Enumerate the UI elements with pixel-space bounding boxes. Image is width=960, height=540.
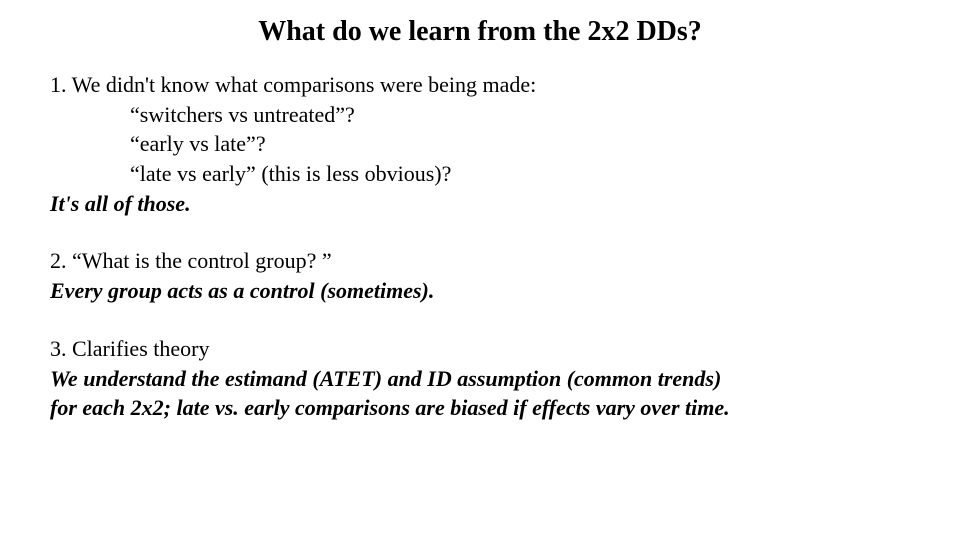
section-1-lead: 1. We didn't know what comparisons were … <box>50 70 910 100</box>
section-2-answer: Every group acts as a control (sometimes… <box>50 276 910 306</box>
section-3-answer-line-1: We understand the estimand (ATET) and ID… <box>50 364 910 394</box>
slide-title: What do we learn from the 2x2 DDs? <box>50 16 910 48</box>
section-2-lead: 2. “What is the control group? ” <box>50 246 910 276</box>
slide-body: 1. We didn't know what comparisons were … <box>50 70 910 423</box>
section-1-item-2: “early vs late”? <box>50 129 910 159</box>
gap-1 <box>50 218 910 246</box>
section-2: 2. “What is the control group? ” Every g… <box>50 246 910 305</box>
section-3-lead: 3. Clarifies theory <box>50 334 910 364</box>
section-3-answer-line-2: for each 2x2; late vs. early comparisons… <box>50 393 910 423</box>
section-1-answer: It's all of those. <box>50 189 910 219</box>
section-1: 1. We didn't know what comparisons were … <box>50 70 910 218</box>
section-1-item-3: “late vs early” (this is less obvious)? <box>50 159 910 189</box>
gap-2 <box>50 306 910 334</box>
section-3: 3. Clarifies theory We understand the es… <box>50 334 910 423</box>
section-1-item-1: “switchers vs untreated”? <box>50 100 910 130</box>
